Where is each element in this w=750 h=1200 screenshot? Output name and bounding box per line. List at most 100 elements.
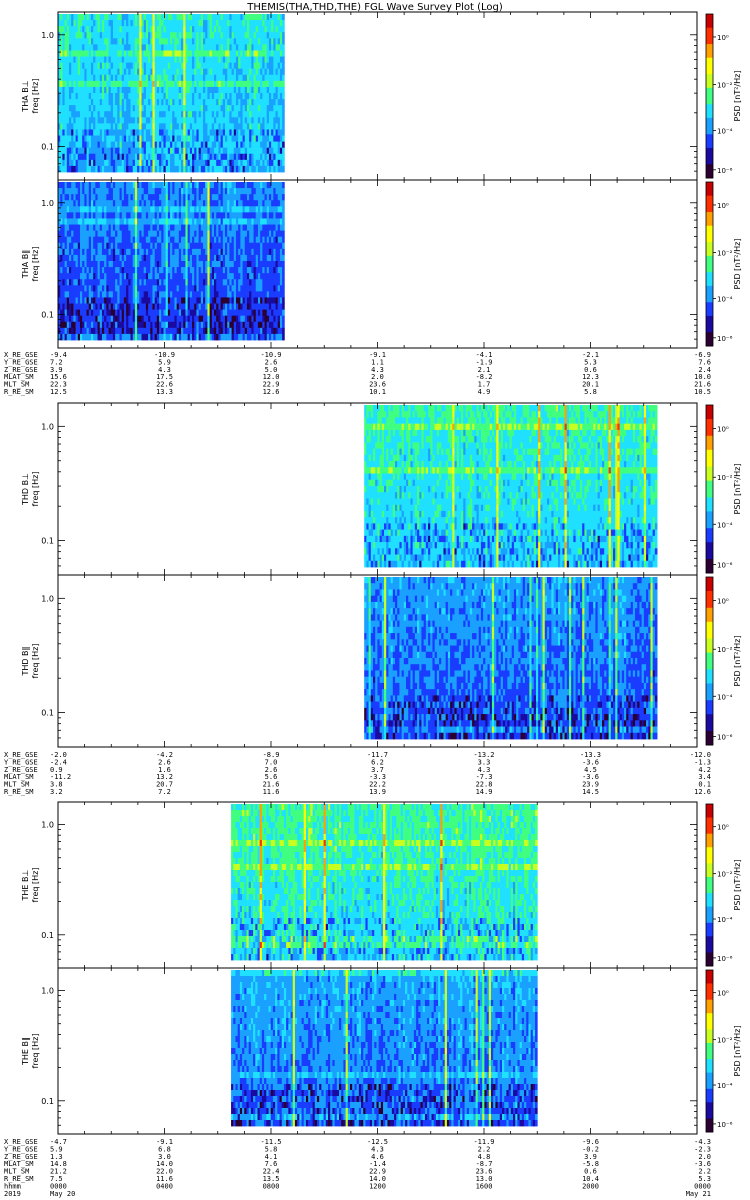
heat-cell: [185, 147, 189, 155]
heat-cell: [58, 105, 61, 112]
heat-cell: [79, 147, 83, 155]
heat-cell: [60, 147, 63, 155]
heat-cell: [266, 80, 270, 88]
heat-cell: [62, 111, 65, 118]
heat-cell: [137, 44, 140, 51]
heat-cell: [159, 105, 162, 112]
heat-cell: [161, 105, 164, 112]
heat-cell: [137, 111, 140, 118]
heat-cell: [271, 141, 274, 149]
heat-cell: [220, 56, 224, 64]
heat-cell: [275, 56, 279, 64]
heat-cell: [165, 123, 169, 130]
heat-cell: [275, 68, 279, 76]
heat-cell: [216, 86, 219, 94]
heat-cell: [99, 14, 103, 21]
heat-cell: [130, 117, 134, 124]
heat-cell: [117, 68, 120, 76]
heat-cell: [148, 20, 151, 27]
heat-cell: [150, 62, 153, 70]
heat-cell: [93, 56, 96, 64]
heat-cell: [194, 56, 197, 64]
heat-cell: [104, 38, 107, 45]
heat-cell: [227, 99, 230, 106]
heat-cell: [79, 135, 83, 143]
spectrogram: [58, 14, 285, 173]
heat-cell: [106, 38, 109, 45]
heat-cell: [211, 74, 215, 82]
heat-cell: [205, 117, 208, 124]
heat-cell: [275, 20, 279, 27]
heat-cell: [176, 141, 180, 149]
heat-cell: [246, 26, 250, 33]
heat-cell: [150, 80, 153, 88]
heat-cell: [90, 86, 94, 94]
heat-cell: [134, 123, 138, 130]
heat-cell: [233, 74, 237, 82]
heat-cell: [240, 74, 243, 82]
heat-cell: [167, 99, 171, 106]
heat-cell: [176, 117, 180, 124]
heat-cell: [93, 141, 96, 149]
heat-cell: [156, 74, 160, 82]
heat-cell: [282, 56, 285, 64]
heat-cell: [75, 80, 79, 88]
heat-cell: [235, 74, 239, 82]
heat-cell: [176, 74, 180, 82]
heat-cell: [218, 86, 221, 94]
heat-cell: [216, 117, 219, 124]
heat-cell: [172, 141, 175, 149]
heat-cell: [282, 273, 285, 280]
heat-cell: [244, 32, 248, 39]
heat-cell: [64, 117, 68, 124]
heat-cell: [282, 254, 285, 262]
heat-cell: [108, 129, 112, 136]
heat-cell: [282, 86, 285, 94]
heat-cell: [229, 38, 232, 45]
heat-cell: [246, 93, 250, 100]
heat-cell: [86, 68, 90, 76]
heat-cell: [189, 86, 193, 94]
heat-cell: [93, 68, 96, 76]
heat-cell: [181, 56, 184, 64]
heat-cell: [203, 135, 206, 143]
heat-cell: [235, 62, 239, 70]
heat-cell: [132, 38, 136, 45]
heat-cell: [170, 86, 173, 94]
heat-cell: [75, 105, 79, 112]
heat-cell: [148, 62, 151, 70]
heat-cell: [106, 74, 109, 82]
heat-cell: [209, 56, 213, 64]
heat-cell: [277, 105, 281, 112]
heat-cell: [189, 20, 193, 27]
heat-cell: [101, 74, 105, 82]
heat-cell: [82, 99, 85, 106]
heat-cell: [249, 105, 252, 112]
heat-cell: [106, 141, 109, 149]
heat-cell: [58, 26, 61, 33]
heat-cell: [224, 117, 228, 124]
heat-cell: [251, 50, 254, 57]
heat-cell: [192, 99, 195, 106]
heat-cell: [257, 32, 261, 39]
heat-cell: [139, 86, 142, 94]
heat-cell: [220, 14, 224, 21]
heat-cell: [205, 74, 208, 82]
heat-cell: [161, 93, 164, 100]
heat-cell: [196, 62, 200, 70]
heat-cell: [185, 32, 189, 39]
heat-cell: [154, 14, 158, 21]
heat-cell: [282, 14, 285, 21]
heat-cell: [156, 38, 160, 45]
heat-cell: [240, 44, 243, 51]
heat-cell: [79, 111, 83, 118]
heat-cell: [238, 44, 241, 51]
heat-cell: [255, 32, 259, 39]
heat-cell: [244, 20, 248, 27]
heat-cell: [143, 86, 147, 94]
heat-cell: [189, 74, 193, 82]
heat-cell: [227, 26, 230, 33]
heat-cell: [154, 135, 158, 143]
heat-cell: [154, 38, 158, 45]
heat-cell: [93, 20, 96, 27]
